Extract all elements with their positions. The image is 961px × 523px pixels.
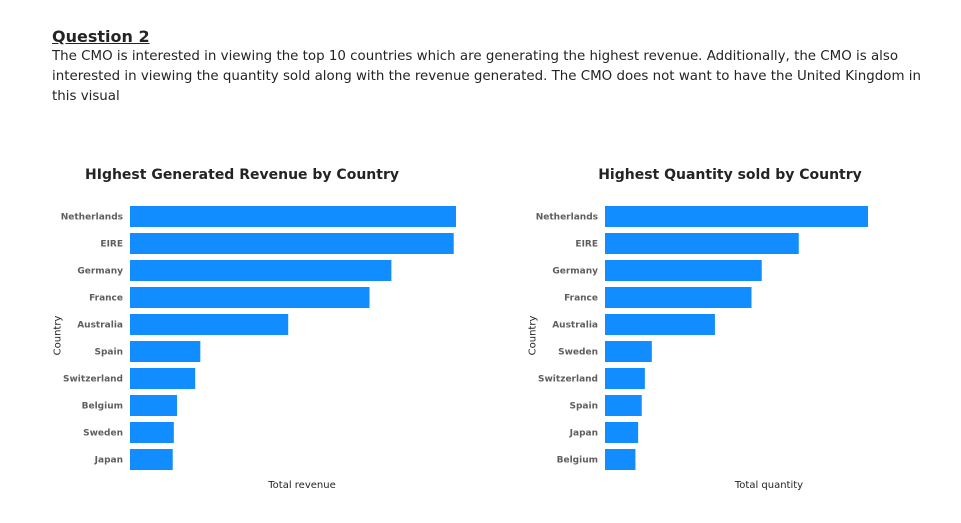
revenue-chart-tick-label: Netherlands xyxy=(61,213,123,223)
question-description: The CMO is interested in viewing the top… xyxy=(52,49,921,104)
quantity-chart-bar[interactable] xyxy=(605,422,639,443)
revenue-chart-tick-label: France xyxy=(89,294,123,304)
revenue-chart-bar[interactable] xyxy=(130,395,178,416)
quantity-chart-tick-label: Belgium xyxy=(557,456,598,466)
revenue-chart-tick-label: Sweden xyxy=(83,429,123,439)
quantity-chart-tick-label: Japan xyxy=(569,429,598,439)
revenue-chart-bar[interactable] xyxy=(130,314,289,335)
revenue-chart-bar[interactable] xyxy=(130,287,370,308)
revenue-chart-bar[interactable] xyxy=(130,233,454,254)
quantity-chart-bar[interactable] xyxy=(605,287,752,308)
revenue-chart-bar[interactable] xyxy=(130,368,196,389)
revenue-chart-tick-label: EIRE xyxy=(100,240,123,250)
revenue-chart-bar[interactable] xyxy=(130,341,201,362)
quantity-chart-bar[interactable] xyxy=(605,368,645,389)
revenue-chart-x-axis-label: Total revenue xyxy=(268,480,336,491)
quantity-chart-plot: Netherlands EIRE Germany France Australia Swe… xyxy=(536,206,868,470)
revenue-chart-tick-label: Switzerland xyxy=(63,375,123,385)
quantity-chart-tick-label: Switzerland xyxy=(538,375,598,385)
quantity-chart-bar[interactable] xyxy=(605,395,642,416)
question-heading: Question 2 xyxy=(52,27,150,46)
quantity-chart[interactable]: Highest Quantity sold by Country Country… xyxy=(527,160,927,500)
quantity-chart-bar[interactable] xyxy=(605,449,636,470)
quantity-chart-tick-label: Sweden xyxy=(558,348,598,358)
quantity-chart-tick-label: Germany xyxy=(552,267,598,277)
quantity-chart-bar[interactable] xyxy=(605,233,799,254)
quantity-chart-tick-label: EIRE xyxy=(575,240,598,250)
revenue-chart-tick-label: Japan xyxy=(94,456,123,466)
revenue-chart-bar[interactable] xyxy=(130,449,173,470)
revenue-chart-tick-label: Germany xyxy=(77,267,123,277)
revenue-chart-tick-label: Spain xyxy=(95,348,124,358)
revenue-chart-title: HIghest Generated Revenue by Country xyxy=(85,167,399,183)
quantity-chart-tick-label: Australia xyxy=(552,321,598,331)
revenue-chart-bar[interactable] xyxy=(130,260,392,281)
quantity-chart-bar[interactable] xyxy=(605,206,868,227)
quantity-chart-title: Highest Quantity sold by Country xyxy=(598,167,862,183)
revenue-chart-plot: Netherlands EIRE Germany France Australia Spa… xyxy=(61,206,456,470)
revenue-chart-tick-label: Australia xyxy=(77,321,123,331)
quantity-chart-bar[interactable] xyxy=(605,341,652,362)
revenue-chart-bar[interactable] xyxy=(130,206,456,227)
quantity-chart-bar[interactable] xyxy=(605,260,762,281)
quantity-chart-tick-label: Netherlands xyxy=(536,213,598,223)
quantity-chart-x-axis-label: Total quantity xyxy=(734,480,804,491)
revenue-chart-tick-label: Belgium xyxy=(82,402,123,412)
quantity-chart-bar[interactable] xyxy=(605,314,715,335)
revenue-chart-bar[interactable] xyxy=(130,422,174,443)
quantity-chart-tick-label: France xyxy=(564,294,598,304)
quantity-chart-tick-label: Spain xyxy=(570,402,599,412)
revenue-chart[interactable]: HIghest Generated Revenue by Country Cou… xyxy=(52,160,456,500)
